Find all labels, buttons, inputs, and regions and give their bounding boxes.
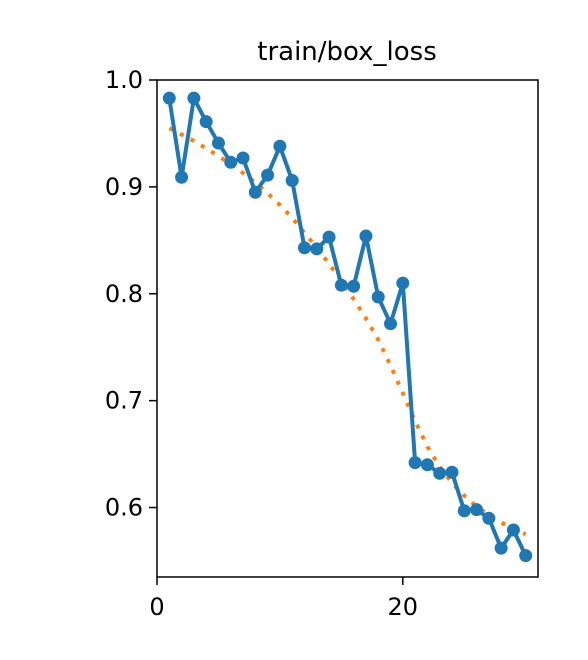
series-0-point bbox=[199, 115, 213, 129]
series-0-point bbox=[396, 276, 410, 290]
series-0-point bbox=[347, 279, 361, 293]
y-tick-label: 0.7 bbox=[105, 387, 143, 415]
series-0-point bbox=[297, 241, 311, 255]
series-0-point bbox=[420, 458, 434, 472]
y-tick-label: 0.6 bbox=[105, 494, 143, 522]
series-0-point bbox=[457, 504, 471, 518]
series-0-point bbox=[236, 151, 250, 165]
y-tick-label: 1.0 bbox=[105, 66, 143, 94]
series-0-point bbox=[322, 230, 336, 244]
x-tick-label: 20 bbox=[388, 593, 419, 621]
series-0-point bbox=[224, 155, 238, 169]
series-0-point bbox=[285, 173, 299, 187]
series-0-point bbox=[334, 278, 348, 292]
series-0-point bbox=[482, 511, 496, 525]
x-axis: 0 20 bbox=[149, 577, 418, 621]
series-0-point bbox=[359, 229, 373, 243]
series-0-point bbox=[310, 242, 324, 256]
series-0-point bbox=[248, 185, 262, 199]
series-0-point bbox=[371, 290, 385, 304]
series-0-point bbox=[433, 466, 447, 480]
x-tick-label: 0 bbox=[149, 593, 164, 621]
series-0-point bbox=[494, 541, 508, 555]
series-0-point bbox=[261, 168, 275, 182]
y-tick-label: 0.8 bbox=[105, 280, 143, 308]
series-0-point bbox=[175, 170, 189, 184]
series-0-point bbox=[470, 503, 484, 517]
series-0-point bbox=[445, 465, 459, 479]
axes-frame bbox=[156, 79, 539, 578]
series-1-line bbox=[168, 126, 527, 537]
series-0-point bbox=[273, 139, 287, 153]
series-0-point bbox=[519, 549, 533, 563]
series-0-point bbox=[408, 456, 422, 470]
series-0-point bbox=[384, 317, 398, 331]
series-0-point bbox=[211, 136, 225, 150]
y-tick-label: 0.9 bbox=[105, 173, 143, 201]
plot-area bbox=[162, 91, 533, 563]
series-0-point bbox=[506, 523, 520, 537]
series-0-point bbox=[187, 91, 201, 105]
series-0 bbox=[162, 91, 533, 563]
y-axis: 0.6 0.7 0.8 0.9 1.0 bbox=[105, 66, 157, 522]
chart-title: train/box_loss bbox=[257, 37, 437, 67]
series-0-line bbox=[167, 96, 528, 557]
series-0-point bbox=[162, 91, 176, 105]
series-1 bbox=[168, 126, 527, 537]
